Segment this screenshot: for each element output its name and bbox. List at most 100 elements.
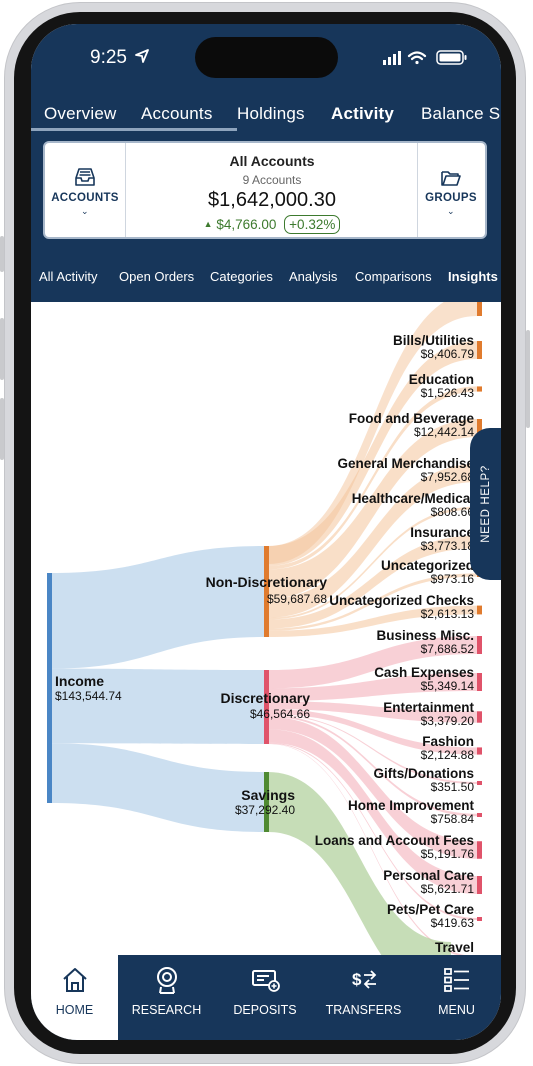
tab-accounts[interactable]: Accounts [141, 104, 213, 123]
accounts-button[interactable]: ACCOUNTS ⌄ [45, 143, 125, 237]
category-value-food-and-beverage: $12,442.14 [414, 425, 474, 439]
category-label-education: Education [409, 372, 474, 387]
tab-activity[interactable]: Activity [331, 104, 395, 123]
nondisc-node-bar [264, 546, 269, 637]
up-triangle-icon: ▲ [203, 219, 213, 229]
nav-home[interactable]: HOME [31, 955, 118, 1040]
signal-icon [383, 51, 401, 65]
category-label-food-and-beverage: Food and Beverage [349, 411, 475, 426]
subtab-categories[interactable]: Categories [210, 269, 273, 284]
account-info: All Accounts 9 Accounts $1,642,000.30 ▲ … [127, 143, 417, 237]
subtab-open-orders[interactable]: Open Orders [119, 269, 195, 284]
flow-healthcare-medical [268, 506, 477, 620]
flow-uncategorized-checks [268, 605, 477, 637]
tab-scroll-indicator [31, 128, 237, 131]
category-bar-cash-expenses [477, 673, 482, 691]
subtab-comparisons[interactable]: Comparisons [355, 269, 432, 284]
flow-cash-expenses [268, 673, 477, 702]
income-flow-savings [51, 743, 264, 832]
category-bar-food-and-beverage [477, 419, 482, 437]
flow-offscreen-category [268, 302, 477, 564]
divider [125, 143, 126, 237]
income-node-value: $143,544.74 [55, 689, 122, 703]
side-button [0, 236, 4, 272]
category-value-uncategorized: $973.16 [431, 572, 475, 586]
nav-deposits[interactable]: DEPOSITS [215, 955, 315, 1040]
category-label-fashion: Fashion [422, 734, 474, 749]
nav-deposits-label: DEPOSITS [233, 1003, 297, 1017]
tab-overview[interactable]: Overview [44, 104, 117, 123]
flow-personal-care [268, 729, 477, 894]
category-bar-gifts-donations [477, 781, 482, 785]
subtab-all-activity[interactable]: All Activity [39, 269, 98, 284]
flow-food-and-beverage [268, 419, 477, 599]
category-label-healthcare-medical: Healthcare/Medical [352, 491, 474, 506]
activity-subnav: All Activity Open Orders Categories Anal… [31, 250, 501, 302]
income-node-label: Income [55, 673, 104, 689]
category-value-education: $1,526.43 [421, 386, 475, 400]
status-time: 9:25 [90, 47, 150, 69]
nav-transfers-label: TRANSFERS [325, 1003, 402, 1017]
folder-icon [441, 171, 461, 186]
groups-button[interactable]: GROUPS ⌄ [417, 143, 485, 237]
income-flow-disc [51, 668, 264, 744]
category-value-uncategorized-checks: $2,613.13 [421, 607, 475, 621]
category-value-pets-pet-care: $419.63 [431, 916, 475, 930]
subtab-analysis[interactable]: Analysis [289, 269, 338, 284]
category-value-healthcare-medical: $808.66 [431, 505, 475, 519]
bottom-nav: HOME RESEARCH DEPOSITS $ [31, 955, 501, 1040]
main-tabs: Overview Accounts Holdings Activity Bala… [31, 94, 501, 132]
account-count: 9 Accounts [242, 173, 302, 187]
account-change: ▲ $4,766.00 +0.32% [127, 215, 417, 234]
category-value-cash-expenses: $5,349.14 [421, 679, 475, 693]
disc-node-bar [264, 670, 269, 744]
flow-pets-pet-care [268, 742, 477, 920]
category-value-entertainment: $3,379.20 [421, 714, 475, 728]
subtab-insights[interactable]: Insights [448, 269, 498, 284]
category-label-home-improvement: Home Improvement [348, 798, 475, 813]
account-title: All Accounts [229, 153, 315, 169]
account-balance: $1,642,000.30 [208, 189, 336, 211]
category-label-gifts-donations: Gifts/Donations [374, 766, 475, 781]
category-bar-entertainment [477, 711, 482, 723]
category-bar-uncategorized-checks [477, 605, 482, 615]
category-label-entertainment: Entertainment [383, 700, 474, 715]
flow-uncategorized [268, 573, 477, 631]
flow-loans-and-account-fees [268, 716, 477, 859]
category-bar-pets-pet-care [477, 917, 482, 921]
tab-holdings[interactable]: Holdings [237, 104, 305, 123]
change-amount: $4,766.00 [216, 217, 277, 232]
need-help-label: NEED HELP? [480, 465, 492, 543]
dynamic-island [195, 37, 338, 78]
category-label-personal-care: Personal Care [383, 868, 474, 883]
savings-flow [268, 772, 451, 956]
category-label-loans-and-account-fees: Loans and Account Fees [315, 833, 474, 848]
nondisc-node-value: $59,687.68 [267, 592, 327, 606]
groups-button-label: GROUPS [425, 192, 477, 204]
menu-icon [443, 968, 469, 992]
tab-balance[interactable]: Balance S [421, 104, 501, 123]
need-help-tab[interactable] [470, 428, 501, 580]
home-icon [62, 968, 87, 992]
flow-business-misc [268, 636, 477, 689]
battery-icon [436, 50, 467, 65]
category-value-general-merchandise: $7,952.68 [421, 470, 475, 484]
category-bar-education [477, 386, 482, 392]
category-value-personal-care: $5,621.71 [421, 882, 475, 896]
category-bar-home-improvement [477, 813, 482, 817]
nondisc-node-label: Non-Discretionary [206, 574, 328, 590]
flow-general-merchandise [268, 464, 477, 618]
divider [417, 143, 418, 237]
category-value-insurance: $3,773.18 [421, 539, 475, 553]
nav-research-label: RESEARCH [131, 1003, 202, 1017]
nav-menu[interactable]: MENU [412, 955, 501, 1040]
savings-node-label: Savings [241, 787, 295, 803]
category-label-insurance: Insurance [410, 525, 474, 540]
category-bar-loans-and-account-fees [477, 841, 482, 859]
nav-transfers[interactable]: $ TRANSFERS [315, 955, 412, 1040]
nav-research[interactable]: RESEARCH [118, 955, 215, 1040]
nav-home-label: HOME [55, 1003, 94, 1017]
category-bar-bills-utilities [477, 341, 482, 359]
side-button [0, 318, 4, 380]
category-value-loans-and-account-fees: $5,191.76 [421, 847, 475, 861]
